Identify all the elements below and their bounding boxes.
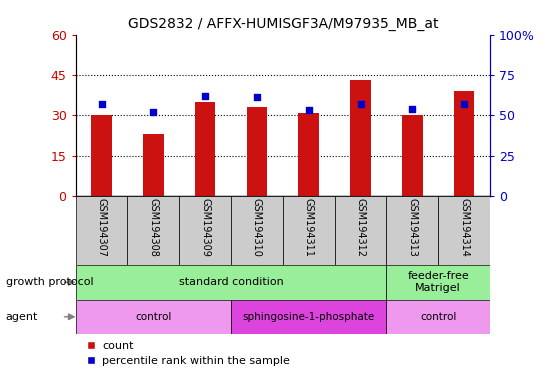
Text: feeder-free
Matrigel: feeder-free Matrigel [407, 271, 469, 293]
Bar [438, 196, 490, 265]
Bar [76, 196, 127, 265]
Title: GDS2832 / AFFX-HUMISGF3A/M97935_MB_at: GDS2832 / AFFX-HUMISGF3A/M97935_MB_at [128, 17, 438, 31]
Point [149, 109, 158, 115]
Bar [246, 107, 267, 196]
Point [253, 94, 262, 101]
Text: GSM194310: GSM194310 [252, 198, 262, 257]
Bar [128, 196, 179, 265]
Bar [195, 102, 216, 196]
Point [356, 101, 365, 107]
Bar [335, 196, 386, 265]
Bar [179, 196, 231, 265]
Text: GSM194313: GSM194313 [407, 198, 417, 257]
Bar [231, 300, 386, 334]
Bar [91, 115, 112, 196]
Point [304, 107, 313, 113]
Bar [386, 300, 490, 334]
Text: GSM194307: GSM194307 [96, 198, 106, 257]
Bar [231, 196, 283, 265]
Point [200, 93, 209, 99]
Bar [386, 265, 490, 300]
Point [97, 101, 106, 107]
Text: standard condition: standard condition [179, 277, 283, 287]
Bar [76, 265, 386, 300]
Bar [386, 196, 438, 265]
Text: GSM194308: GSM194308 [148, 198, 158, 257]
Text: sphingosine-1-phosphate: sphingosine-1-phosphate [242, 312, 375, 322]
Text: GSM194311: GSM194311 [304, 198, 314, 257]
Bar [402, 115, 423, 196]
Text: control: control [420, 312, 456, 322]
Text: GSM194312: GSM194312 [356, 198, 366, 257]
Bar [143, 134, 164, 196]
Text: GSM194309: GSM194309 [200, 198, 210, 257]
Bar [76, 300, 231, 334]
Bar [350, 80, 371, 196]
Bar [283, 196, 334, 265]
Text: GSM194314: GSM194314 [459, 198, 469, 257]
Bar [454, 91, 474, 196]
Text: agent: agent [6, 312, 38, 322]
Bar [298, 113, 319, 196]
Text: control: control [135, 312, 171, 322]
Point [460, 101, 469, 107]
Point [408, 106, 417, 112]
Legend: count, percentile rank within the sample: count, percentile rank within the sample [81, 336, 295, 371]
Text: growth protocol: growth protocol [6, 277, 93, 287]
